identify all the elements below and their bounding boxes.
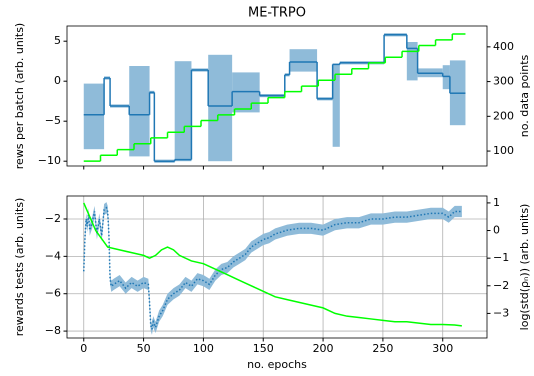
- x-tick-label: 0: [80, 342, 87, 355]
- y-tick-label: −5: [45, 114, 61, 127]
- chart-title: ME-TRPO: [248, 6, 306, 21]
- y-tick-label: 5: [54, 34, 61, 47]
- y-tick-label: −8: [45, 324, 61, 337]
- x-tick-label: 200: [313, 342, 334, 355]
- error-band: [83, 83, 105, 150]
- error-band: [83, 202, 462, 335]
- error-band: [129, 66, 150, 157]
- y2-tick-label: 300: [493, 75, 514, 88]
- y2-tick-label: 400: [493, 40, 514, 53]
- error-band: [406, 42, 418, 81]
- x-tick-label: 50: [137, 342, 151, 355]
- x-tick-label: 100: [193, 342, 214, 355]
- axes-frame: [66, 195, 488, 339]
- y2-tick-label: −3: [493, 306, 509, 319]
- x-tick-label: 150: [253, 342, 274, 355]
- error-band: [289, 49, 318, 72]
- y2-tick-label: 200: [493, 109, 514, 122]
- data-line: [83, 206, 462, 330]
- y-tick-label: −2: [45, 212, 61, 225]
- y-tick-label: 0: [54, 74, 61, 87]
- error-band: [332, 63, 340, 147]
- y2-axis-label: log(std(ρₙ)) (arb. units): [518, 204, 531, 331]
- axes-frame: [66, 25, 488, 167]
- error-band: [208, 54, 233, 162]
- y2-tick-label: 1: [493, 196, 500, 209]
- y2-tick-label: −2: [493, 279, 509, 292]
- x-axis-label: no. epochs: [247, 358, 307, 371]
- x-tick-label: 250: [372, 342, 393, 355]
- error-band: [174, 61, 192, 162]
- y2-tick-label: 100: [493, 144, 514, 157]
- y2-axis-label: no. data points: [518, 54, 531, 137]
- error-band: [232, 72, 260, 113]
- y2-tick-label: −1: [493, 251, 509, 264]
- data-line: [83, 202, 462, 327]
- y-axis-label: rews per batch (arb. units): [13, 23, 26, 169]
- y-tick-label: −6: [45, 287, 61, 300]
- y2-tick-label: 0: [493, 224, 500, 237]
- y-tick-label: −10: [38, 154, 61, 167]
- x-tick-label: 300: [432, 342, 453, 355]
- y-tick-label: −4: [45, 249, 61, 262]
- y-axis-label: rewards tests (arb. units): [13, 198, 26, 337]
- error-band: [442, 65, 450, 90]
